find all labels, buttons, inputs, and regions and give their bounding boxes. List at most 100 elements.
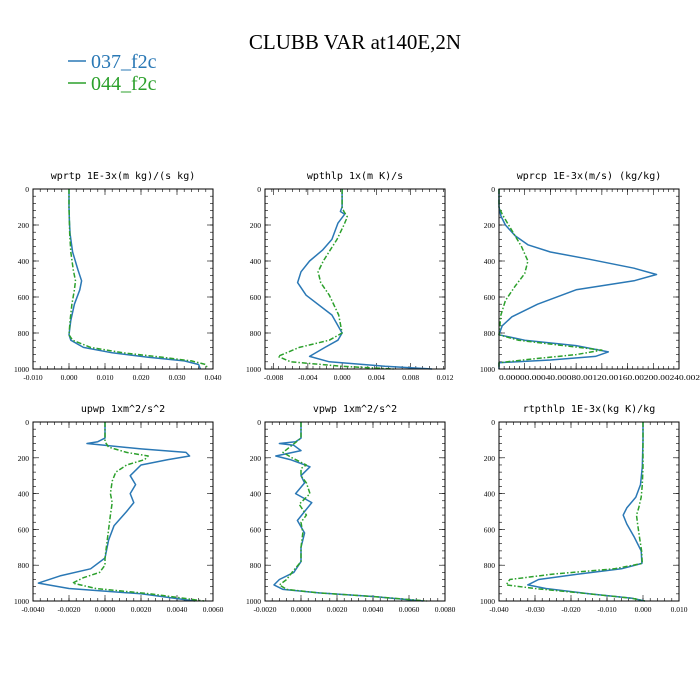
- series-line-044_f2c: [278, 422, 428, 602]
- panel-title: rtpthlp 1E-3x(kg K)/kg: [523, 404, 655, 415]
- series-line-044_f2c: [498, 189, 603, 369]
- x-tick-label: 0.0028: [679, 373, 700, 382]
- panel-title: wprcp 1E-3x(m/s) (kg/kg): [517, 171, 662, 182]
- figure-title: CLUBB VAR at140E,2N: [249, 30, 461, 54]
- panel-title: upwp 1xm^2/s^2: [81, 404, 165, 415]
- x-tick-label: 0.012: [437, 373, 454, 382]
- y-tick-label: 600: [484, 525, 496, 534]
- y-tick-label: 600: [250, 525, 262, 534]
- y-tick-label: 200: [484, 221, 496, 230]
- x-tick-label: 0.004: [368, 373, 385, 382]
- panel-5: vpwp 1xm^2/s^2 -0.0020 0.0000 0.0020 0.0040 0…: [246, 404, 456, 614]
- y-tick-label: 400: [250, 490, 262, 499]
- y-tick-label: 400: [484, 490, 496, 499]
- panel-title: wpthlp 1x(m K)/s: [307, 171, 403, 182]
- y-tick-label: 200: [250, 454, 262, 463]
- y-tick-label: 400: [250, 257, 262, 266]
- plot-frame: [498, 188, 680, 370]
- x-tick-label: -0.0020: [253, 605, 276, 614]
- x-tick-label: -0.0020: [57, 605, 80, 614]
- y-tick-label: 800: [250, 561, 262, 570]
- series-line-044_f2c: [277, 189, 394, 370]
- x-tick-label: 0.0012: [576, 373, 602, 382]
- x-tick-label: 0.0040: [167, 605, 188, 614]
- legend: 037_f2c 044_f2c: [68, 51, 157, 95]
- x-tick-label: -0.040: [489, 605, 509, 614]
- panel-6: rtpthlp 1E-3x(kg K)/kg -0.040 -0.030 -0.020…: [480, 404, 688, 614]
- x-tick-label: 0.0004: [525, 373, 551, 382]
- x-tick-label: 0.0000: [95, 605, 116, 614]
- y-tick-label: 1000: [246, 365, 261, 374]
- panel-2: wpthlp 1x(m K)/s -0.008 -0.004 0.000 0.004 0.…: [246, 171, 454, 382]
- x-tick-label: 0.0080: [435, 605, 456, 614]
- y-tick-label: 400: [484, 257, 496, 266]
- x-tick-label: -0.010: [23, 373, 43, 382]
- y-tick-label: 1000: [14, 365, 29, 374]
- y-tick-label: 600: [484, 293, 496, 302]
- y-tick-label: 600: [250, 293, 262, 302]
- y-tick-label: 1000: [480, 597, 495, 606]
- y-tick-label: 0: [491, 418, 495, 427]
- x-tick-label: 0.000: [635, 605, 652, 614]
- y-tick-label: 600: [18, 525, 30, 534]
- x-tick-label: -0.020: [561, 605, 581, 614]
- y-tick-label: 800: [18, 561, 30, 570]
- series-line-037_f2c: [498, 189, 658, 369]
- x-tick-label: 0.0008: [550, 373, 576, 382]
- y-tick-label: 1000: [246, 597, 261, 606]
- plot-frame: [32, 421, 214, 602]
- x-tick-label: 0.0020: [131, 605, 152, 614]
- x-tick-label: 0.040: [205, 373, 222, 382]
- panel-3: wprcp 1E-3x(m/s) (kg/kg)0.0000 0.0004 0.00…: [480, 171, 700, 382]
- x-tick-label: 0.0020: [327, 605, 348, 614]
- legend-label-037: 037_f2c: [91, 51, 157, 73]
- series-line-037_f2c: [37, 422, 196, 602]
- x-tick-label: 0.0060: [399, 605, 420, 614]
- x-tick-label: -0.030: [525, 605, 545, 614]
- series-line-037_f2c: [527, 422, 645, 602]
- series-line-044_f2c: [68, 189, 209, 370]
- x-tick-label: 0.0000: [499, 373, 525, 382]
- x-tick-label: 0.010: [97, 373, 114, 382]
- x-tick-label: 0.000: [334, 373, 351, 382]
- panel-title: vpwp 1xm^2/s^2: [313, 404, 397, 415]
- y-tick-label: 800: [250, 329, 262, 338]
- y-tick-label: 800: [484, 561, 496, 570]
- x-tick-label: -0.010: [597, 605, 617, 614]
- x-tick-label: 0.0060: [203, 605, 224, 614]
- x-tick-label: 0.0020: [628, 373, 654, 382]
- series-line-037_f2c: [296, 189, 433, 370]
- y-tick-label: 200: [250, 221, 262, 230]
- plot-frame: [32, 188, 214, 370]
- y-tick-label: 0: [257, 418, 261, 427]
- x-tick-label: -0.0040: [21, 605, 44, 614]
- y-tick-label: 200: [18, 221, 30, 230]
- y-tick-label: 0: [25, 418, 29, 427]
- series-line-044_f2c: [71, 422, 205, 602]
- panel-grid: wprtp 1E-3x(m kg)/(s kg) -0.010 0.000 0.010…: [14, 171, 700, 614]
- plot-frame: [264, 188, 446, 370]
- panel-1: wprtp 1E-3x(m kg)/(s kg) -0.010 0.000 0.010…: [14, 171, 222, 382]
- legend-label-044: 044_f2c: [91, 73, 157, 95]
- y-tick-label: 200: [484, 454, 496, 463]
- y-tick-label: 1000: [480, 365, 495, 374]
- y-tick-label: 0: [257, 185, 261, 194]
- x-tick-label: -0.004: [298, 373, 318, 382]
- y-tick-label: 400: [18, 257, 30, 266]
- y-tick-label: 200: [18, 454, 30, 463]
- x-tick-label: 0.030: [169, 373, 186, 382]
- panel-title: wprtp 1E-3x(m kg)/(s kg): [51, 171, 196, 182]
- x-tick-label: 0.0000: [291, 605, 312, 614]
- y-tick-label: 800: [18, 329, 30, 338]
- plot-frame: [264, 421, 446, 602]
- x-tick-label: 0.020: [133, 373, 150, 382]
- x-tick-label: 0.0040: [363, 605, 384, 614]
- y-tick-label: 600: [18, 293, 30, 302]
- x-tick-label: -0.008: [264, 373, 284, 382]
- y-tick-label: 400: [18, 490, 30, 499]
- y-tick-label: 800: [484, 329, 496, 338]
- y-tick-label: 1000: [14, 597, 29, 606]
- panel-4: upwp 1xm^2/s^2 -0.0040 -0.0020 0.0000 0.0020…: [14, 404, 224, 614]
- x-tick-label: 0.000: [61, 373, 78, 382]
- x-tick-label: 0.0024: [653, 373, 679, 382]
